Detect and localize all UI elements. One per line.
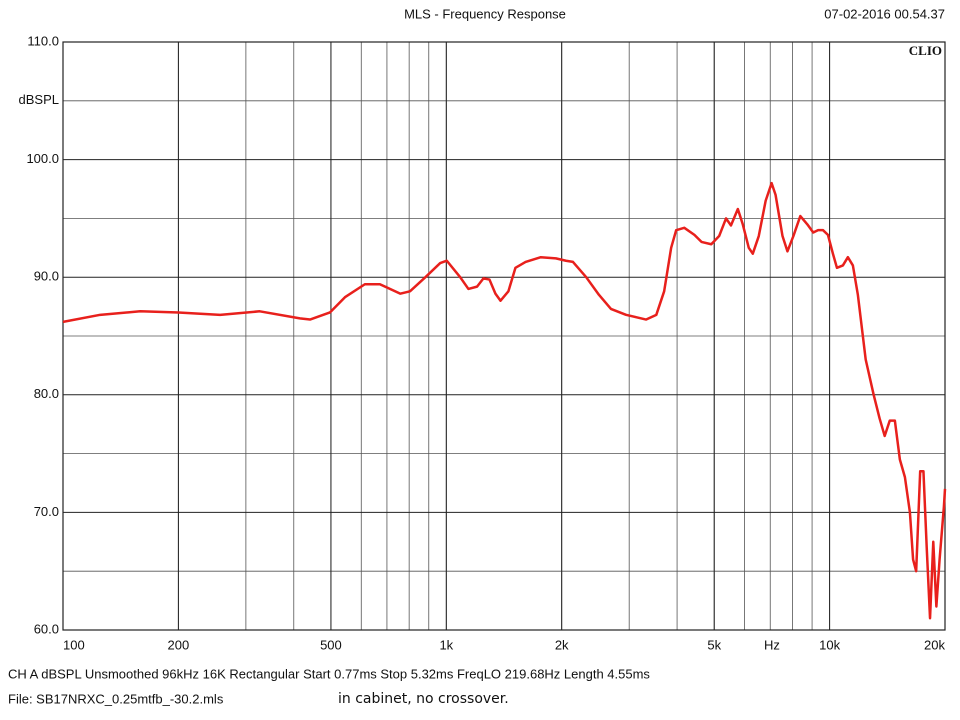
- x-tick-label: 200: [168, 637, 190, 652]
- x-tick-label: 100: [63, 637, 85, 652]
- y-tick-label: 60.0: [34, 621, 59, 636]
- x-tick-label: 2k: [555, 637, 569, 652]
- brand: CLIO: [909, 43, 942, 58]
- x-axis-label: Hz: [764, 637, 780, 652]
- y-tick-label: 80.0: [34, 386, 59, 401]
- x-tick-label: 500: [320, 637, 342, 652]
- footer-line: CH A dBSPL Unsmoothed 96kHz 16K Rectangu…: [8, 666, 650, 681]
- y-tick-label: 110.0: [27, 33, 59, 48]
- y-tick-label: 90.0: [34, 269, 59, 284]
- series-line: [62, 181, 947, 620]
- y-axis-label: dBSPL: [19, 92, 59, 107]
- y-tick-label: 70.0: [34, 504, 59, 519]
- note: in cabinet, no crossover.: [338, 691, 509, 707]
- x-tick-label: 1k: [439, 637, 453, 652]
- x-tick-label: 20k: [924, 637, 945, 652]
- timestamp: 07-02-2016 00.54.37: [824, 6, 945, 21]
- footer-line: File: SB17NRXC_0.25mtfb_-30.2.mls: [8, 691, 224, 706]
- chart-title: MLS - Frequency Response: [404, 6, 566, 21]
- y-tick-label: 100.0: [26, 151, 59, 166]
- plot-frame: [62, 41, 946, 631]
- x-tick-label: 10k: [819, 637, 840, 652]
- x-tick-label: 5k: [707, 637, 721, 652]
